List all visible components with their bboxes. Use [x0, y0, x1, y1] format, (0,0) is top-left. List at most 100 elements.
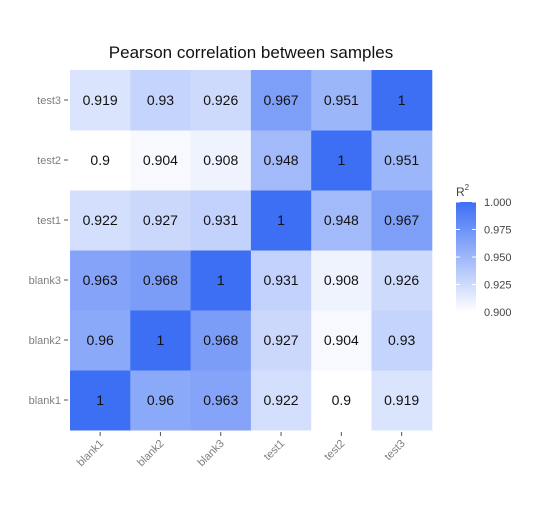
cell-value-label: 0.93	[388, 332, 415, 348]
heatmap-cell-blank1-blank1	[70, 370, 131, 431]
y-tick-label-test1: test1	[37, 215, 61, 227]
heatmap-cell-blank1-blank3	[190, 370, 252, 431]
heatmap-cell-test2-test3	[371, 130, 433, 191]
cell-value-label: 0.931	[203, 212, 238, 228]
x-tick-label-blank1: blank1	[75, 438, 106, 469]
heatmap-cell-test2-blank2	[130, 130, 192, 191]
legend-ticks: 1.000 0.975 0.950 0.925 0.900	[456, 197, 512, 319]
heatmap-cell-blank3-test2	[311, 250, 372, 311]
cell-value-label: 0.963	[203, 392, 238, 408]
cell-value-label: 1	[157, 332, 165, 348]
x-tick-label-test3: test3	[382, 438, 407, 463]
heatmap-cell-blank1-blank2	[130, 370, 192, 431]
x-tick-label-test1: test1	[262, 438, 287, 463]
heatmap-cell-test1-test3	[371, 190, 433, 251]
cell-value-label: 1	[337, 152, 345, 168]
cell-value-label: 0.908	[324, 272, 359, 288]
heatmap-cell-blank3-test3	[371, 250, 433, 311]
heatmap-cell-blank3-test1	[250, 250, 312, 311]
cell-value-label: 0.967	[384, 212, 419, 228]
heatmap-cell-blank1-test1	[250, 370, 312, 431]
heatmap-cell-test2-blank3	[190, 130, 252, 191]
cell-value-label: 0.963	[83, 272, 118, 288]
legend-title-superscript: 2	[465, 183, 470, 192]
heatmap-cell-test1-blank3	[190, 190, 252, 251]
cell-value-label: 0.926	[203, 92, 238, 108]
cell-value-label: 0.927	[143, 212, 178, 228]
cell-value-label: 0.922	[264, 392, 299, 408]
legend-tick-label: 1.000	[484, 197, 512, 209]
cell-value-label: 1	[96, 392, 104, 408]
heatmap-cell-blank3-blank3	[190, 250, 252, 311]
heatmap-cell-blank2-blank3	[190, 310, 252, 371]
x-tick-label-test2: test2	[322, 438, 347, 463]
heatmap-cell-blank2-test1	[250, 310, 312, 371]
x-tick-label-blank3: blank3	[195, 438, 226, 469]
cell-value-label: 0.93	[147, 92, 174, 108]
heatmap-cell-test2-test2	[311, 130, 372, 191]
cell-value-label: 0.948	[264, 152, 299, 168]
heatmap-cell-test3-test2	[311, 70, 372, 131]
cell-value-label: 0.967	[264, 92, 299, 108]
heatmap-cell-test1-test1	[250, 190, 312, 251]
heatmap-cell-blank1-test3	[371, 370, 433, 431]
heatmap-cell-blank1-test2	[311, 370, 372, 431]
cell-value-label: 0.96	[147, 392, 174, 408]
y-tick-label-blank2: blank2	[29, 335, 61, 347]
chart-title: Pearson correlation between samples	[109, 43, 393, 62]
heatmap-cell-blank2-blank1	[70, 310, 131, 371]
y-tick-label-test2: test2	[37, 155, 61, 167]
heatmap-cell-blank2-test3	[371, 310, 433, 371]
y-tick-label-blank3: blank3	[29, 275, 61, 287]
cell-value-label: 0.908	[203, 152, 238, 168]
heatmap-cell-test1-blank1	[70, 190, 131, 251]
legend-tick-label: 0.975	[484, 225, 512, 237]
color-legend: R2 1.000 0.975 0.950 0.925 0.900	[456, 183, 512, 319]
legend-title-base: R	[456, 185, 465, 199]
cell-value-label: 0.948	[324, 212, 359, 228]
legend-tick-label: 0.925	[484, 280, 512, 292]
cell-value-label: 0.951	[384, 152, 419, 168]
heatmap-cell-test3-blank1	[70, 70, 131, 131]
heatmap-cell-test2-test1	[250, 130, 312, 191]
heatmap-cell-blank3-blank2	[130, 250, 192, 311]
y-axis: blank1 blank2 blank3 test1 test2 test3	[29, 95, 68, 407]
heatmap-cell-test1-test2	[311, 190, 372, 251]
cell-value-label: 1	[277, 212, 285, 228]
cell-value-label: 0.951	[324, 92, 359, 108]
cell-value-label: 0.9	[90, 152, 110, 168]
legend-color-bar	[456, 202, 476, 312]
heatmap-cell-test3-test3	[371, 70, 433, 131]
x-axis: blank1 blank2 blank3 test1 test2 test3	[75, 432, 408, 469]
heatmap-cells: 1 0.96 0.963 0.922 0.9 0.919 0.96 1 0.968 0.927 0.…	[70, 70, 433, 431]
cell-value-label: 0.9	[332, 392, 352, 408]
heatmap-cell-test2-blank1	[70, 130, 131, 191]
cell-value-label: 0.926	[384, 272, 419, 288]
cell-value-label: 0.927	[264, 332, 299, 348]
cell-value-label: 0.904	[324, 332, 359, 348]
cell-value-label: 0.919	[384, 392, 419, 408]
heatmap-cell-test3-blank2	[130, 70, 192, 131]
cell-value-label: 1	[217, 272, 225, 288]
y-tick-label-test3: test3	[37, 95, 61, 107]
cell-value-label: 0.96	[87, 332, 114, 348]
cell-value-label: 0.968	[203, 332, 238, 348]
cell-value-label: 0.919	[83, 92, 118, 108]
cell-value-label: 0.968	[143, 272, 178, 288]
heatmap-cell-blank2-test2	[311, 310, 372, 371]
heatmap-cell-blank3-blank1	[70, 250, 131, 311]
heatmap-cell-test3-test1	[250, 70, 312, 131]
x-tick-label-blank2: blank2	[135, 438, 166, 469]
legend-tick-label: 0.900	[484, 307, 512, 319]
heatmap-cell-blank2-blank2	[130, 310, 192, 371]
cell-value-label: 0.922	[83, 212, 118, 228]
cell-value-label: 1	[398, 92, 406, 108]
legend-title: R2	[456, 183, 470, 199]
legend-tick-label: 0.950	[484, 252, 512, 264]
cell-value-label: 0.931	[264, 272, 299, 288]
heatmap-cell-test1-blank2	[130, 190, 192, 251]
cell-value-label: 0.904	[143, 152, 178, 168]
y-tick-label-blank1: blank1	[29, 395, 61, 407]
heatmap-cell-test3-blank3	[190, 70, 252, 131]
